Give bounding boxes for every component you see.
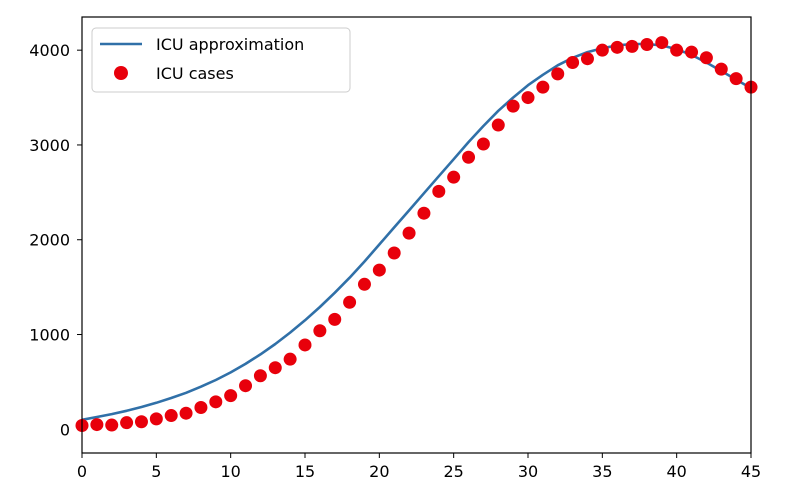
case-point xyxy=(164,409,178,423)
case-point xyxy=(506,99,520,113)
case-point xyxy=(90,418,104,432)
x-tick-label: 35 xyxy=(592,462,612,481)
case-point xyxy=(580,52,594,66)
x-tick-label: 20 xyxy=(369,462,389,481)
legend-box xyxy=(91,27,351,93)
y-tick-label: 0 xyxy=(60,420,70,439)
case-point xyxy=(521,91,535,105)
case-point xyxy=(610,40,624,54)
case-point xyxy=(313,324,327,338)
case-point xyxy=(239,379,253,393)
legend: ICU approximation ICU cases xyxy=(91,27,351,93)
case-point xyxy=(328,312,342,326)
case-point xyxy=(566,55,580,69)
axis-ticks: 0 5 10 15 20 25 30 35 40 45 0 1000 2000 3000 4000 xyxy=(29,41,761,481)
x-tick-label: 15 xyxy=(295,462,315,481)
case-point xyxy=(283,352,297,366)
case-point xyxy=(357,277,371,291)
y-tick-label: 2000 xyxy=(29,231,70,250)
case-point xyxy=(253,369,267,383)
case-point xyxy=(685,45,699,59)
case-point xyxy=(714,62,728,76)
x-tick-label: 45 xyxy=(741,462,761,481)
case-point xyxy=(343,295,357,309)
case-point xyxy=(729,72,743,86)
case-point xyxy=(105,418,119,432)
case-point xyxy=(655,36,669,50)
approximation-line xyxy=(81,42,752,422)
legend-label-approximation: ICU approximation xyxy=(156,35,304,54)
case-point xyxy=(417,206,431,220)
x-tick-label: 5 xyxy=(151,462,161,481)
case-point xyxy=(268,361,282,375)
case-point xyxy=(387,246,401,260)
legend-marker-swatch xyxy=(114,66,128,80)
axes-frame xyxy=(81,16,752,454)
x-tick-label: 25 xyxy=(443,462,463,481)
x-tick-label: 10 xyxy=(220,462,240,481)
case-point xyxy=(536,80,550,94)
y-tick-label: 1000 xyxy=(29,326,70,345)
case-point xyxy=(134,415,148,429)
case-point xyxy=(179,406,193,420)
case-point xyxy=(209,395,223,409)
y-tick-label: 3000 xyxy=(29,136,70,155)
case-point xyxy=(476,137,490,151)
case-point xyxy=(402,226,416,240)
case-point xyxy=(551,67,565,81)
case-point xyxy=(670,43,684,57)
case-point xyxy=(120,416,134,430)
case-point xyxy=(462,150,476,164)
case-point xyxy=(491,118,505,132)
case-point xyxy=(595,43,609,57)
x-tick-label: 30 xyxy=(518,462,538,481)
case-point xyxy=(432,184,446,198)
case-point xyxy=(224,389,238,403)
x-tick-label: 0 xyxy=(77,462,87,481)
case-point xyxy=(194,401,208,415)
legend-label-cases: ICU cases xyxy=(156,64,234,83)
case-point xyxy=(640,37,654,51)
x-tick-label: 40 xyxy=(666,462,686,481)
case-point xyxy=(372,263,386,277)
case-point xyxy=(625,39,639,53)
plot-area xyxy=(75,36,758,433)
case-point xyxy=(149,412,163,426)
case-point xyxy=(298,338,312,352)
case-point xyxy=(447,170,461,184)
y-tick-label: 4000 xyxy=(29,41,70,60)
case-point xyxy=(699,51,713,65)
